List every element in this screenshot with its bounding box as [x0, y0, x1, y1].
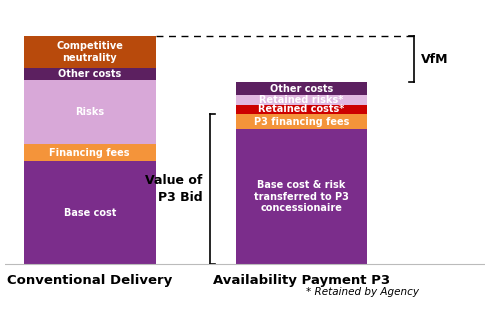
Bar	[24, 36, 156, 68]
Text: Availability Payment P3: Availability Payment P3	[213, 274, 390, 287]
Text: VfM: VfM	[420, 53, 448, 66]
Text: Retained costs*: Retained costs*	[258, 104, 344, 114]
Bar	[24, 80, 156, 144]
Text: Conventional Delivery: Conventional Delivery	[7, 274, 172, 287]
Text: Base cost: Base cost	[64, 208, 116, 218]
Bar	[236, 129, 368, 264]
Bar	[236, 82, 368, 95]
Text: Value of
P3 Bid: Value of P3 Bid	[146, 175, 203, 204]
Text: Other costs: Other costs	[58, 69, 122, 79]
Text: P3 financing fees: P3 financing fees	[254, 117, 349, 127]
Bar	[24, 161, 156, 264]
Text: Base cost & risk
transferred to P3
concessionaire: Base cost & risk transferred to P3 conce…	[254, 180, 349, 213]
Bar	[24, 68, 156, 80]
Bar	[24, 144, 156, 161]
Text: Retained risks*: Retained risks*	[260, 95, 344, 105]
Text: Risks: Risks	[75, 107, 104, 117]
Text: Other costs: Other costs	[270, 84, 333, 94]
Text: Financing fees: Financing fees	[50, 148, 130, 157]
Bar	[236, 114, 368, 129]
Bar	[236, 95, 368, 104]
Bar	[236, 104, 368, 114]
Text: * Retained by Agency: * Retained by Agency	[306, 286, 419, 297]
Text: Competitive
neutrality: Competitive neutrality	[56, 41, 123, 63]
